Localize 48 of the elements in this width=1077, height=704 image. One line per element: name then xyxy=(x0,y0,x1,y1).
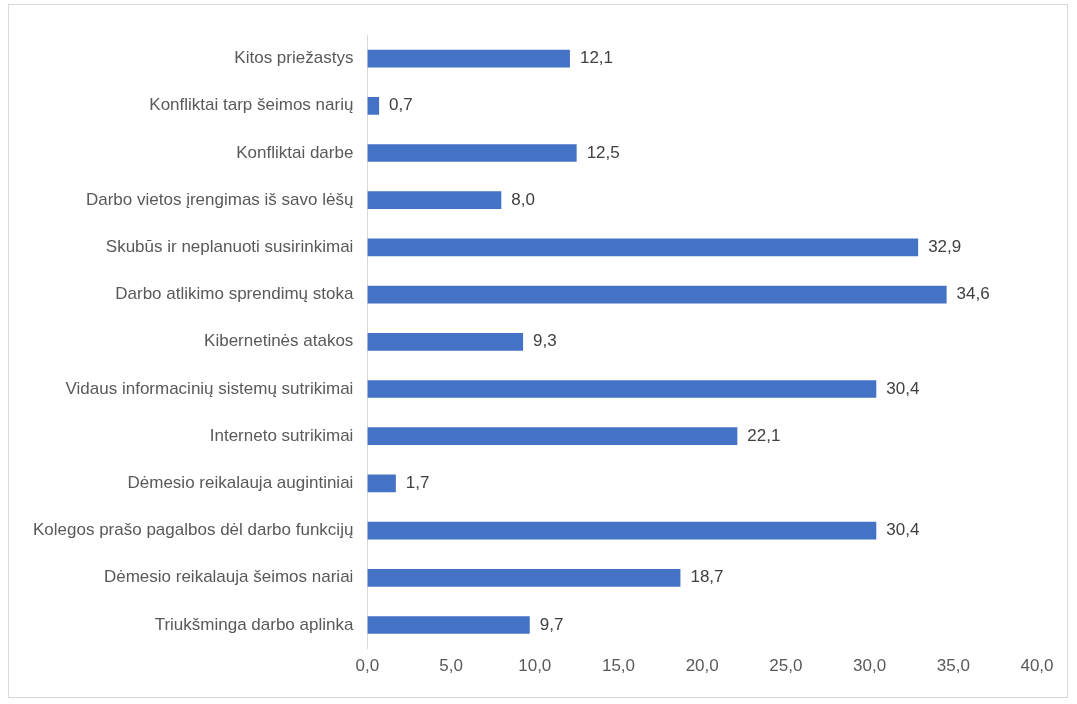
y-tick-label: Kolegos prašo pagalbos dėl darbo funkcijų xyxy=(32,520,354,540)
data-label: 34,6 xyxy=(956,284,990,304)
x-tick-label: 15,0 xyxy=(601,656,636,676)
bar xyxy=(367,96,380,115)
x-tick-label: 0,0 xyxy=(355,656,380,676)
y-tick-label: Dėmesio reikalauja šeimos nariai xyxy=(103,567,354,587)
data-label: 9,7 xyxy=(539,614,564,634)
data-label: 12,1 xyxy=(579,48,614,68)
data-label: 12,5 xyxy=(586,142,620,162)
y-tick-label: Interneto sutrikimai xyxy=(209,425,354,445)
x-tick-label: 35,0 xyxy=(936,656,970,676)
bar xyxy=(367,616,530,634)
x-tick-label: 5,0 xyxy=(439,656,463,676)
bar xyxy=(367,474,396,493)
data-label: 8,0 xyxy=(511,189,535,209)
bar xyxy=(367,427,738,446)
x-tick-label: 30,0 xyxy=(853,656,887,676)
y-tick-label: Darbo vietos įrengimas iš savo lėšų xyxy=(85,189,354,209)
bar xyxy=(367,285,947,304)
bar xyxy=(367,568,681,587)
x-tick-label: 40,0 xyxy=(1020,656,1054,676)
y-tick-label: Kitos priežastys xyxy=(234,48,354,68)
y-tick-label: Konfliktai darbe xyxy=(236,142,354,162)
y-tick-label: Darbo atlikimo sprendimų stoka xyxy=(115,284,354,304)
data-label: 1,7 xyxy=(405,473,430,493)
data-label: 0,7 xyxy=(389,95,413,115)
x-tick-label: 25,0 xyxy=(769,656,803,676)
data-label: 30,4 xyxy=(886,520,920,540)
y-tick-label: Konfliktai tarp šeimos narių xyxy=(149,95,354,115)
y-tick-label: Dėmesio reikalauja augintiniai xyxy=(127,473,354,493)
y-tick-label: Vidaus informacinių sistemų sutrikimai xyxy=(65,378,354,398)
data-label: 30,4 xyxy=(886,378,920,398)
data-label: 22,1 xyxy=(747,425,781,445)
y-tick-label: Triukšminga darbo aplinka xyxy=(154,614,354,634)
bar xyxy=(367,332,524,351)
data-label: 18,7 xyxy=(690,567,724,587)
y-tick-label: Skubūs ir neplanuoti susirinkimai xyxy=(105,237,354,257)
bar xyxy=(367,521,877,540)
bar xyxy=(367,238,919,257)
y-tick-label: Kibernetinės atakos xyxy=(204,331,354,351)
bar xyxy=(367,380,877,398)
bar xyxy=(367,49,570,68)
x-tick-label: 10,0 xyxy=(518,656,552,676)
bar xyxy=(367,144,577,162)
data-label: 9,3 xyxy=(533,331,557,351)
data-label: 32,9 xyxy=(928,237,962,257)
x-tick-label: 20,0 xyxy=(685,656,719,676)
bar xyxy=(367,191,502,210)
